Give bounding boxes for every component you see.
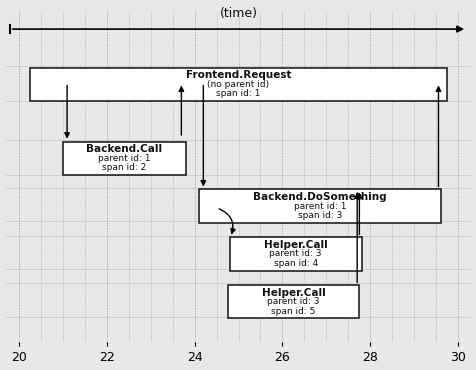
Text: Helper.Call: Helper.Call bbox=[263, 240, 327, 250]
Text: (time): (time) bbox=[219, 7, 257, 20]
Text: parent id: 3: parent id: 3 bbox=[269, 249, 321, 258]
Text: Backend.DoSomething: Backend.DoSomething bbox=[252, 192, 386, 202]
Text: (no parent id): (no parent id) bbox=[207, 80, 269, 89]
Text: Frontend.Request: Frontend.Request bbox=[185, 70, 291, 80]
Bar bbox=[30, 68, 446, 101]
Text: parent id: 1: parent id: 1 bbox=[98, 154, 150, 162]
Text: span id: 4: span id: 4 bbox=[273, 259, 317, 268]
Bar bbox=[229, 237, 361, 270]
Text: Backend.Call: Backend.Call bbox=[86, 144, 162, 154]
Text: Helper.Call: Helper.Call bbox=[261, 287, 325, 297]
Bar bbox=[62, 141, 185, 175]
Text: span id: 1: span id: 1 bbox=[216, 89, 260, 98]
Text: parent id: 3: parent id: 3 bbox=[267, 297, 319, 306]
Text: span id: 5: span id: 5 bbox=[271, 307, 315, 316]
Text: span id: 2: span id: 2 bbox=[102, 163, 146, 172]
Bar bbox=[198, 189, 440, 223]
Bar bbox=[227, 285, 358, 319]
Text: span id: 3: span id: 3 bbox=[297, 211, 341, 220]
Text: parent id: 1: parent id: 1 bbox=[293, 202, 345, 211]
